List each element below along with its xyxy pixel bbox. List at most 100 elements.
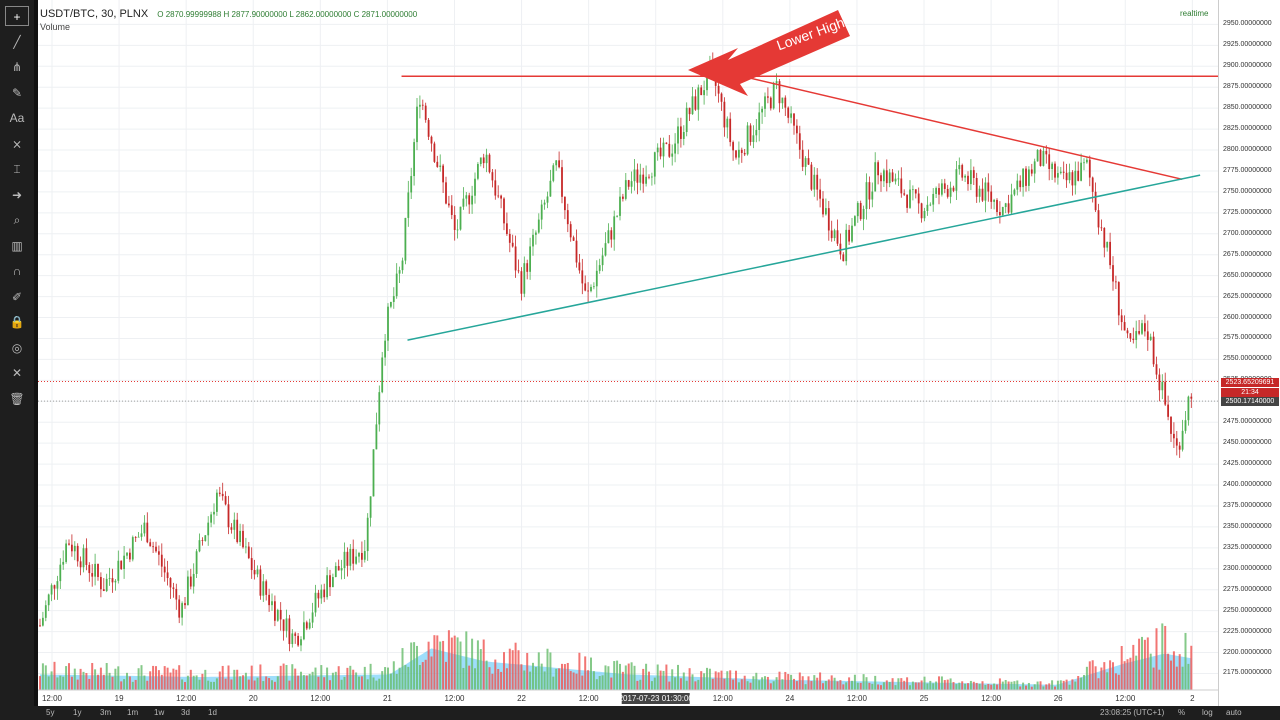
volume-legend[interactable]: Volume [40, 22, 71, 32]
candle-body [964, 175, 966, 178]
candle-body [1036, 149, 1039, 162]
price-tick: 2575.00000000 [1223, 334, 1272, 342]
candle-body [943, 183, 946, 189]
candle-body [1048, 154, 1051, 170]
volume-bar [897, 678, 900, 690]
volume-bar [816, 677, 819, 690]
volume-bar [505, 668, 508, 690]
candle-body [50, 585, 53, 595]
candle-body [781, 97, 784, 104]
range-1d[interactable]: 1d [208, 708, 217, 717]
price-tick: 2350.00000000 [1223, 522, 1272, 530]
candle-body [358, 552, 360, 557]
candle-body [888, 172, 891, 184]
candle-body [967, 175, 969, 185]
volume-bar [1143, 639, 1146, 690]
candle-body [764, 96, 766, 109]
volume-bar [671, 669, 674, 690]
zoom-icon[interactable]: ⌕ [13, 213, 21, 227]
volume-bar [1085, 666, 1088, 690]
volume-bar [181, 679, 184, 690]
volume-bar [1054, 686, 1056, 690]
scale-option-log[interactable]: log [1202, 708, 1213, 717]
candle-body [903, 193, 906, 195]
candle-body [334, 566, 337, 577]
volume-bar [717, 672, 720, 690]
candle-body [572, 237, 575, 241]
lock-icon[interactable]: 🔒 [9, 315, 25, 329]
volume-bar [204, 669, 207, 690]
price-chart[interactable]: 12:00 19 12:00 20 12:00 21 12:00 22 12:00 2017-07… [38, 0, 1218, 706]
price-tick: 2200.00000000 [1223, 648, 1272, 656]
volume-bar [349, 665, 352, 690]
candle-body [323, 589, 326, 598]
candle-body [143, 522, 146, 534]
volume-bar [427, 641, 430, 690]
volume-bar [192, 675, 195, 690]
text-icon[interactable]: Aa [9, 111, 25, 125]
trend-line-icon[interactable]: ╱ [13, 34, 21, 49]
volume-bar [996, 684, 998, 690]
volume-bar [645, 663, 648, 690]
eye-icon[interactable]: ◎ [11, 340, 23, 355]
candle-body [796, 125, 798, 134]
arrow-icon[interactable]: ➜ [11, 187, 23, 202]
volume-bar [201, 673, 204, 690]
candle-body [210, 514, 212, 523]
volume-bar [813, 675, 816, 690]
candle-body [100, 576, 102, 590]
range-3m[interactable]: 3m [100, 708, 112, 717]
range-1m[interactable]: 1m [127, 708, 139, 717]
candle-body [851, 225, 853, 242]
volume-bar [958, 682, 961, 690]
price-axis[interactable]: 2950.00000000 2925.00000000 2900.00000000 2… [1218, 0, 1280, 706]
volume-bar [1010, 681, 1013, 690]
price-tick: 2875.00000000 [1223, 83, 1272, 91]
volume-bar [189, 669, 192, 690]
volume-bar [99, 667, 102, 690]
volume-bar [926, 683, 929, 690]
volume-bar [752, 676, 755, 690]
bars-icon[interactable]: ▥ [11, 238, 23, 253]
range-1y[interactable]: 1y [73, 708, 82, 717]
range-5y[interactable]: 5y [46, 708, 55, 717]
candle-body [1004, 203, 1007, 208]
volume-bar [592, 671, 595, 690]
volume-bar [479, 649, 482, 690]
symbol-title[interactable]: USDT/BTC, 30, PLNX [40, 8, 149, 20]
volume-bar [900, 678, 903, 690]
volume-bar [920, 680, 923, 690]
trash-icon[interactable]: 🗑 [9, 391, 25, 406]
volume-bar [143, 675, 146, 690]
pencil-icon[interactable]: ✐ [11, 289, 23, 304]
range-3d[interactable]: 3d [181, 708, 190, 717]
volume-bar [656, 664, 659, 690]
volume-bar [874, 675, 877, 690]
candle-body [607, 230, 610, 244]
brush-icon[interactable]: ✎ [11, 85, 23, 100]
magnet-icon[interactable]: ∩ [12, 264, 22, 278]
volume-bar [291, 664, 294, 690]
volume-bar [155, 666, 157, 690]
wrench-icon[interactable]: ✕ [11, 366, 23, 380]
candle-body [1141, 323, 1143, 334]
candle-body [946, 188, 949, 197]
candle-body [694, 96, 697, 110]
candle-body [375, 424, 378, 450]
volume-bar [955, 684, 958, 690]
scale-option-auto[interactable]: auto [1226, 708, 1242, 717]
volume-bar [442, 640, 445, 690]
candle-body [630, 181, 633, 187]
volume-bar [302, 675, 305, 690]
crosshair-icon[interactable]: + [5, 6, 29, 26]
pattern-icon[interactable]: ⨯ [11, 136, 23, 151]
volume-bar [160, 674, 163, 690]
scale-option-percent[interactable]: % [1178, 708, 1186, 717]
volume-bar [766, 676, 769, 690]
measure-icon[interactable]: ⌶ [13, 162, 21, 176]
range-1w[interactable]: 1w [154, 708, 165, 717]
volume-bar [1077, 676, 1080, 690]
pitchfork-icon[interactable]: ⋔ [11, 60, 23, 74]
candle-body [247, 546, 250, 559]
volume-bar [1068, 684, 1071, 690]
